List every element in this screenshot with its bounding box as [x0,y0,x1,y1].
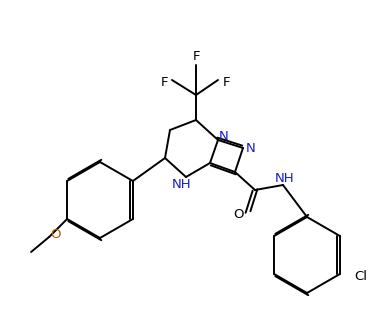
Text: F: F [192,51,200,64]
Text: N: N [219,130,229,143]
Text: F: F [222,75,230,88]
Text: O: O [50,228,60,241]
Text: Cl: Cl [354,270,367,283]
Text: NH: NH [172,179,192,191]
Text: O: O [233,207,243,221]
Text: F: F [160,75,168,88]
Text: N: N [246,142,256,155]
Text: NH: NH [275,172,295,186]
